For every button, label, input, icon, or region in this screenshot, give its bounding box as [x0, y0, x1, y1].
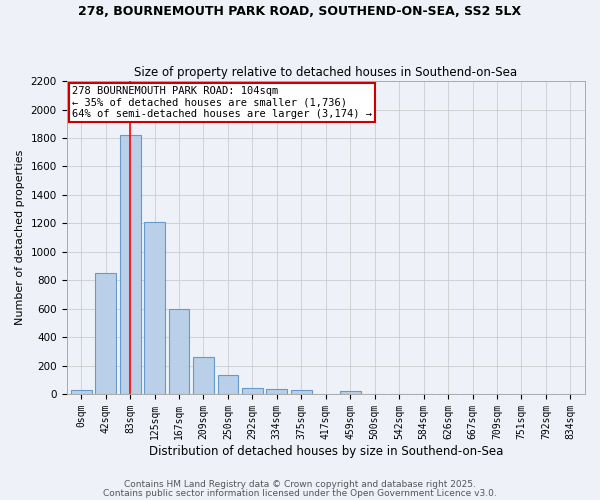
Bar [95, 273, 116, 394]
Title: Size of property relative to detached houses in Southend-on-Sea: Size of property relative to detached ho… [134, 66, 517, 78]
Text: 278 BOURNEMOUTH PARK ROAD: 104sqm
← 35% of detached houses are smaller (1,736)
6: 278 BOURNEMOUTH PARK ROAD: 104sqm ← 35% … [72, 86, 372, 119]
Text: Contains public sector information licensed under the Open Government Licence v3: Contains public sector information licen… [103, 488, 497, 498]
Bar [193, 357, 214, 394]
Bar [120, 135, 140, 394]
Y-axis label: Number of detached properties: Number of detached properties [15, 150, 25, 325]
Text: 278, BOURNEMOUTH PARK ROAD, SOUTHEND-ON-SEA, SS2 5LX: 278, BOURNEMOUTH PARK ROAD, SOUTHEND-ON-… [79, 5, 521, 18]
Bar [266, 389, 287, 394]
Bar [218, 375, 238, 394]
Bar [291, 390, 312, 394]
Bar [340, 391, 361, 394]
Text: Contains HM Land Registry data © Crown copyright and database right 2025.: Contains HM Land Registry data © Crown c… [124, 480, 476, 489]
Bar [242, 388, 263, 394]
X-axis label: Distribution of detached houses by size in Southend-on-Sea: Distribution of detached houses by size … [149, 444, 503, 458]
Bar [144, 222, 165, 394]
Bar [169, 310, 190, 394]
Bar [71, 390, 92, 394]
